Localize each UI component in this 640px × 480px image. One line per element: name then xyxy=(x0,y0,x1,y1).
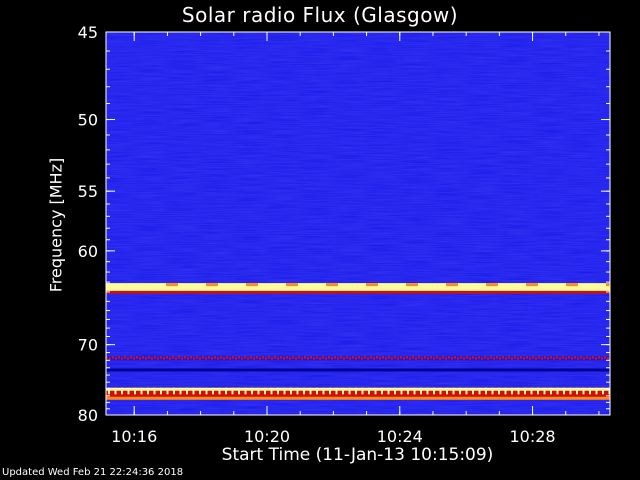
y-axis-label: Frequency [MHz] xyxy=(46,157,66,293)
plot-frame xyxy=(105,31,611,416)
band-dark-stripe xyxy=(106,368,610,372)
y-tick-label: 60 xyxy=(78,242,98,261)
x-tick-label: 10:20 xyxy=(244,427,290,446)
y-tick-label: 80 xyxy=(78,406,98,425)
noise-texture xyxy=(106,32,610,415)
band-red-edge xyxy=(106,290,610,294)
y-tick-label: 45 xyxy=(78,23,98,42)
y-tick-label: 70 xyxy=(78,336,98,355)
updated-timestamp: Updated Wed Feb 21 22:24:36 2018 xyxy=(2,467,184,478)
band-red-speckle-band xyxy=(106,356,610,361)
x-axis-label: Start Time (11-Jan-13 10:15:09) xyxy=(221,445,494,465)
x-tick-label: 10:28 xyxy=(509,427,555,446)
x-tick-label: 10:16 xyxy=(111,427,157,446)
chart-title: Solar radio Flux (Glasgow) xyxy=(181,3,459,27)
x-tick-label: 10:24 xyxy=(377,427,423,446)
y-tick-label: 55 xyxy=(78,182,98,201)
band-strong-interference xyxy=(106,283,610,291)
band-pulsed-interference xyxy=(106,387,610,400)
y-tick-label: 50 xyxy=(78,111,98,130)
